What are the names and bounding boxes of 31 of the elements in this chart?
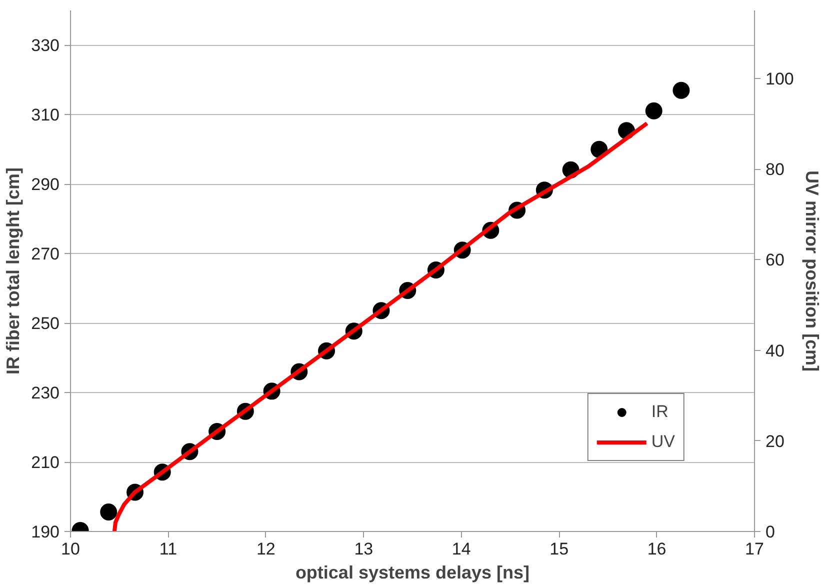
y-tick-label: 310 bbox=[31, 106, 60, 125]
x-tick-label: 13 bbox=[354, 540, 374, 558]
x-tick-label: 14 bbox=[452, 540, 471, 558]
legend-label: UV bbox=[651, 432, 675, 452]
x-tick-label: 11 bbox=[159, 540, 178, 558]
y-axis-title: IR fiber total lenght [cm] bbox=[3, 168, 24, 374]
point bbox=[672, 82, 690, 99]
y-tick-label: 230 bbox=[31, 384, 60, 403]
y-tick-label: 210 bbox=[31, 453, 60, 472]
y-tick-label: 330 bbox=[31, 36, 60, 56]
legend-label: IR bbox=[651, 402, 670, 422]
x-tick-label: 16 bbox=[647, 540, 666, 558]
point bbox=[100, 504, 118, 521]
y-tick-label: 290 bbox=[31, 175, 60, 194]
x-tick-label: 15 bbox=[550, 540, 569, 558]
y2-tick-label: 80 bbox=[766, 160, 784, 180]
x-tick-label: 12 bbox=[256, 540, 276, 558]
y2-tick-label: 100 bbox=[766, 69, 794, 88]
line-series bbox=[112, 121, 650, 532]
y2-tick-label: 40 bbox=[766, 341, 784, 360]
y2-tick-label: 20 bbox=[766, 432, 784, 451]
point bbox=[645, 102, 662, 120]
y2-axis-title: UV mirror position [cm] bbox=[802, 170, 822, 372]
y2-tick-label: 0 bbox=[766, 522, 775, 542]
x-tick-label: 17 bbox=[745, 540, 764, 558]
y2-tick-label: 60 bbox=[766, 250, 784, 270]
y-tick-label: 270 bbox=[31, 244, 60, 264]
x-tick-label: 10 bbox=[61, 540, 80, 558]
y-tick-label: 190 bbox=[31, 522, 60, 542]
y-tick-label: 250 bbox=[31, 314, 60, 334]
x-axis-title: optical systems delays [ns] bbox=[295, 562, 530, 582]
